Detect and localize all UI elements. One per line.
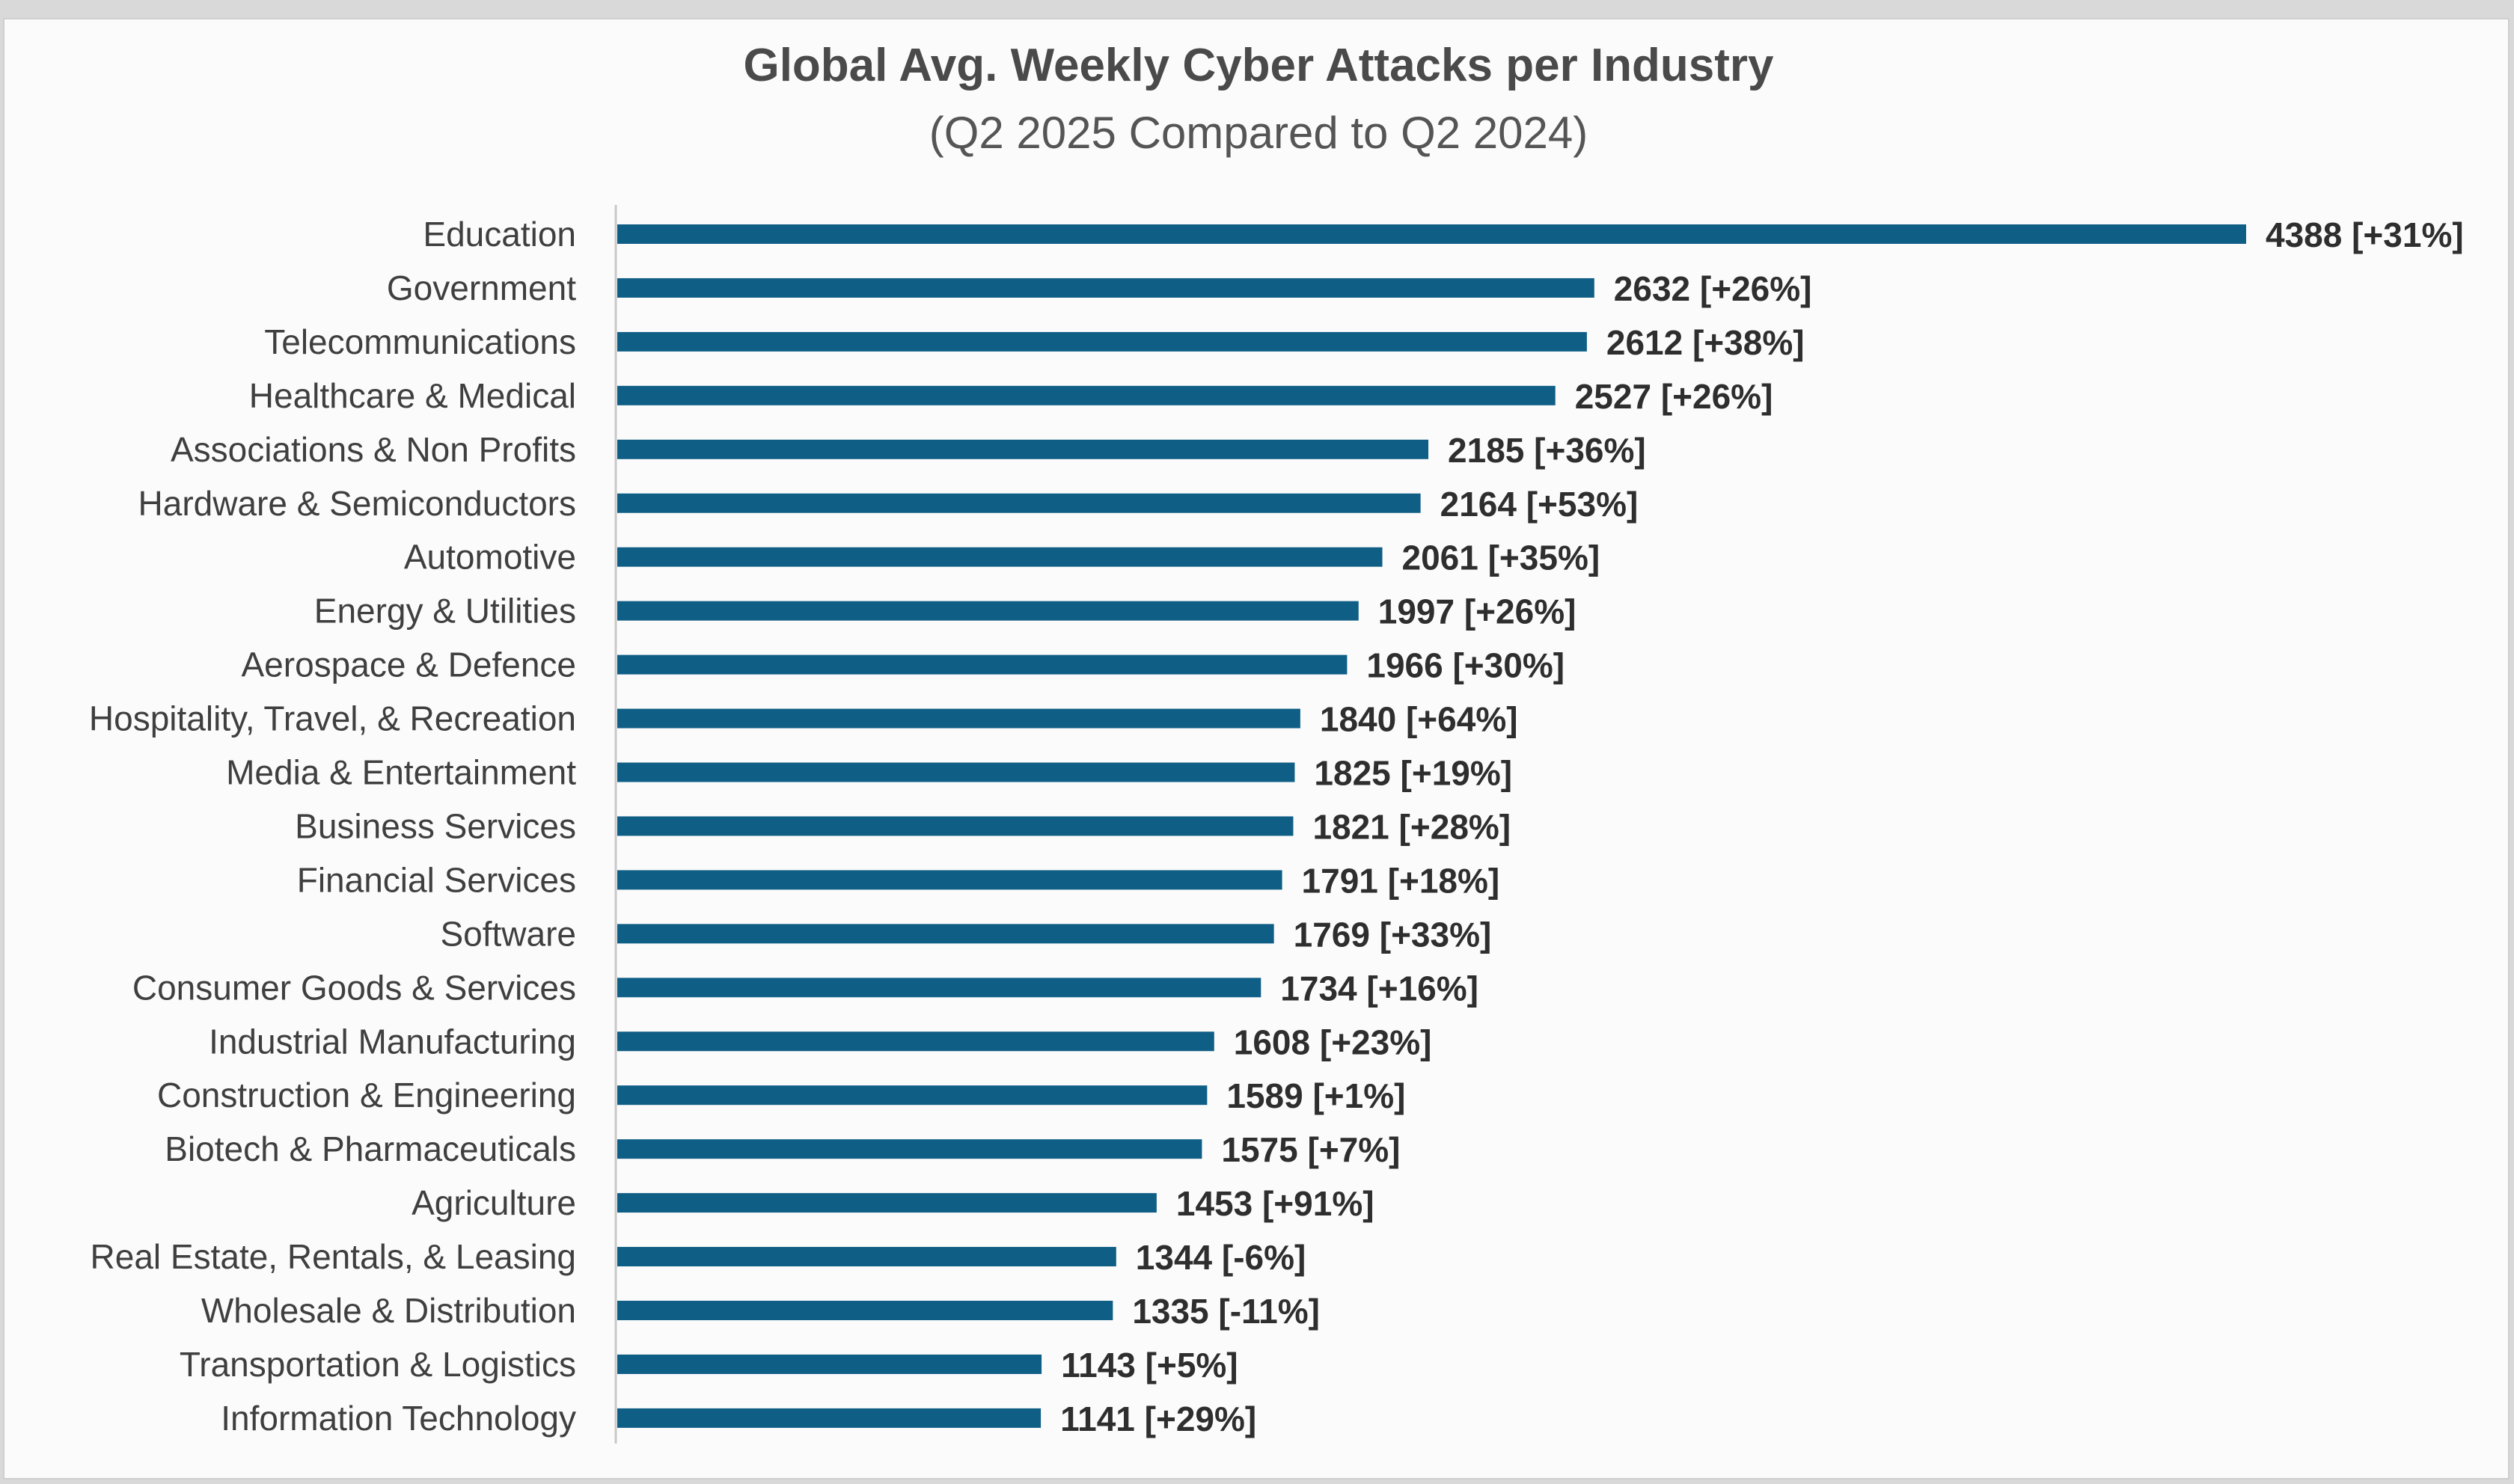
data-label: 1143 [+5%]	[1061, 1346, 1238, 1385]
data-label: 1769 [+33%]	[1294, 915, 1492, 954]
data-label: 2061 [+35%]	[1402, 539, 1600, 577]
bar	[617, 1408, 1042, 1428]
chart-subtitle: (Q2 2025 Compared to Q2 2024)	[929, 108, 1588, 158]
bar	[617, 278, 1594, 298]
category-label: Media & Entertainment	[226, 753, 576, 792]
category-label: Hardware & Semiconductors	[138, 484, 576, 523]
bar	[617, 1031, 1214, 1052]
category-label: Hospitality, Travel, & Recreation	[89, 699, 576, 738]
data-label: 1141 [+29%]	[1060, 1399, 1256, 1438]
data-label: 1840 [+64%]	[1320, 700, 1518, 739]
bar	[617, 439, 1429, 459]
bar	[617, 1247, 1116, 1267]
bar	[617, 1354, 1042, 1374]
data-label: 1453 [+91%]	[1176, 1184, 1374, 1223]
data-label: 1825 [+19%]	[1314, 754, 1512, 793]
data-label: 1966 [+30%]	[1366, 646, 1565, 685]
bar	[617, 1193, 1157, 1213]
bar	[617, 331, 1587, 352]
data-label: 1335 [-11%]	[1132, 1292, 1320, 1331]
category-label: Real Estate, Rentals, & Leasing	[91, 1237, 576, 1276]
category-label: Transportation & Logistics	[180, 1345, 576, 1384]
data-label: 4388 [+31%]	[2266, 215, 2464, 254]
data-label: 1608 [+23%]	[1234, 1022, 1432, 1061]
category-label: Biotech & Pharmaceuticals	[165, 1129, 576, 1168]
data-label: 2632 [+26%]	[1614, 269, 1812, 308]
bar	[617, 1301, 1113, 1320]
category-label: Energy & Utilities	[314, 592, 576, 631]
data-label: 1997 [+26%]	[1378, 592, 1576, 631]
category-label: Software	[440, 914, 576, 953]
bar	[617, 224, 2246, 244]
bar	[617, 708, 1300, 729]
bar	[617, 924, 1274, 944]
category-label: Automotive	[404, 538, 576, 577]
category-label: Associations & Non Profits	[171, 430, 576, 469]
data-label: 2527 [+26%]	[1575, 377, 1773, 416]
bar	[617, 978, 1261, 998]
bar	[617, 1085, 1208, 1106]
data-label: 1734 [+16%]	[1280, 969, 1478, 1008]
data-label: 1791 [+18%]	[1302, 861, 1500, 900]
category-label: Financial Services	[297, 860, 576, 899]
bar	[617, 816, 1294, 836]
bar	[617, 547, 1383, 567]
category-label: Agriculture	[412, 1183, 576, 1222]
bar	[617, 493, 1421, 513]
bar	[617, 870, 1282, 890]
data-label: 2185 [+36%]	[1448, 431, 1646, 470]
data-label: 1821 [+28%]	[1312, 807, 1511, 846]
category-label: Wholesale & Distribution	[201, 1291, 576, 1330]
category-label: Business Services	[295, 806, 576, 845]
chart-title: Global Avg. Weekly Cyber Attacks per Ind…	[743, 40, 1774, 91]
data-label: 2612 [+38%]	[1606, 323, 1805, 362]
category-label: Healthcare & Medical	[249, 376, 576, 415]
bar	[617, 385, 1556, 405]
bar	[617, 601, 1359, 621]
category-label: Information Technology	[221, 1399, 576, 1438]
category-label: Telecommunications	[264, 322, 576, 361]
bar	[617, 1139, 1202, 1159]
data-label: 2164 [+53%]	[1440, 485, 1639, 524]
category-label: Construction & Engineering	[157, 1076, 576, 1114]
data-label: 1575 [+7%]	[1221, 1130, 1400, 1169]
chart-frame: Global Avg. Weekly Cyber Attacks per Ind…	[3, 18, 2510, 1480]
category-label: Aerospace & Defence	[242, 646, 577, 684]
bar-chart: Global Avg. Weekly Cyber Attacks per Ind…	[89, 40, 2464, 1444]
data-label: 1589 [+1%]	[1226, 1076, 1405, 1115]
category-label: Consumer Goods & Services	[132, 968, 576, 1007]
category-label: Government	[387, 269, 576, 307]
category-label: Industrial Manufacturing	[209, 1022, 576, 1061]
bar	[617, 654, 1348, 675]
bar	[617, 762, 1295, 782]
category-label: Education	[423, 215, 576, 254]
data-label: 1344 [-6%]	[1136, 1238, 1306, 1277]
